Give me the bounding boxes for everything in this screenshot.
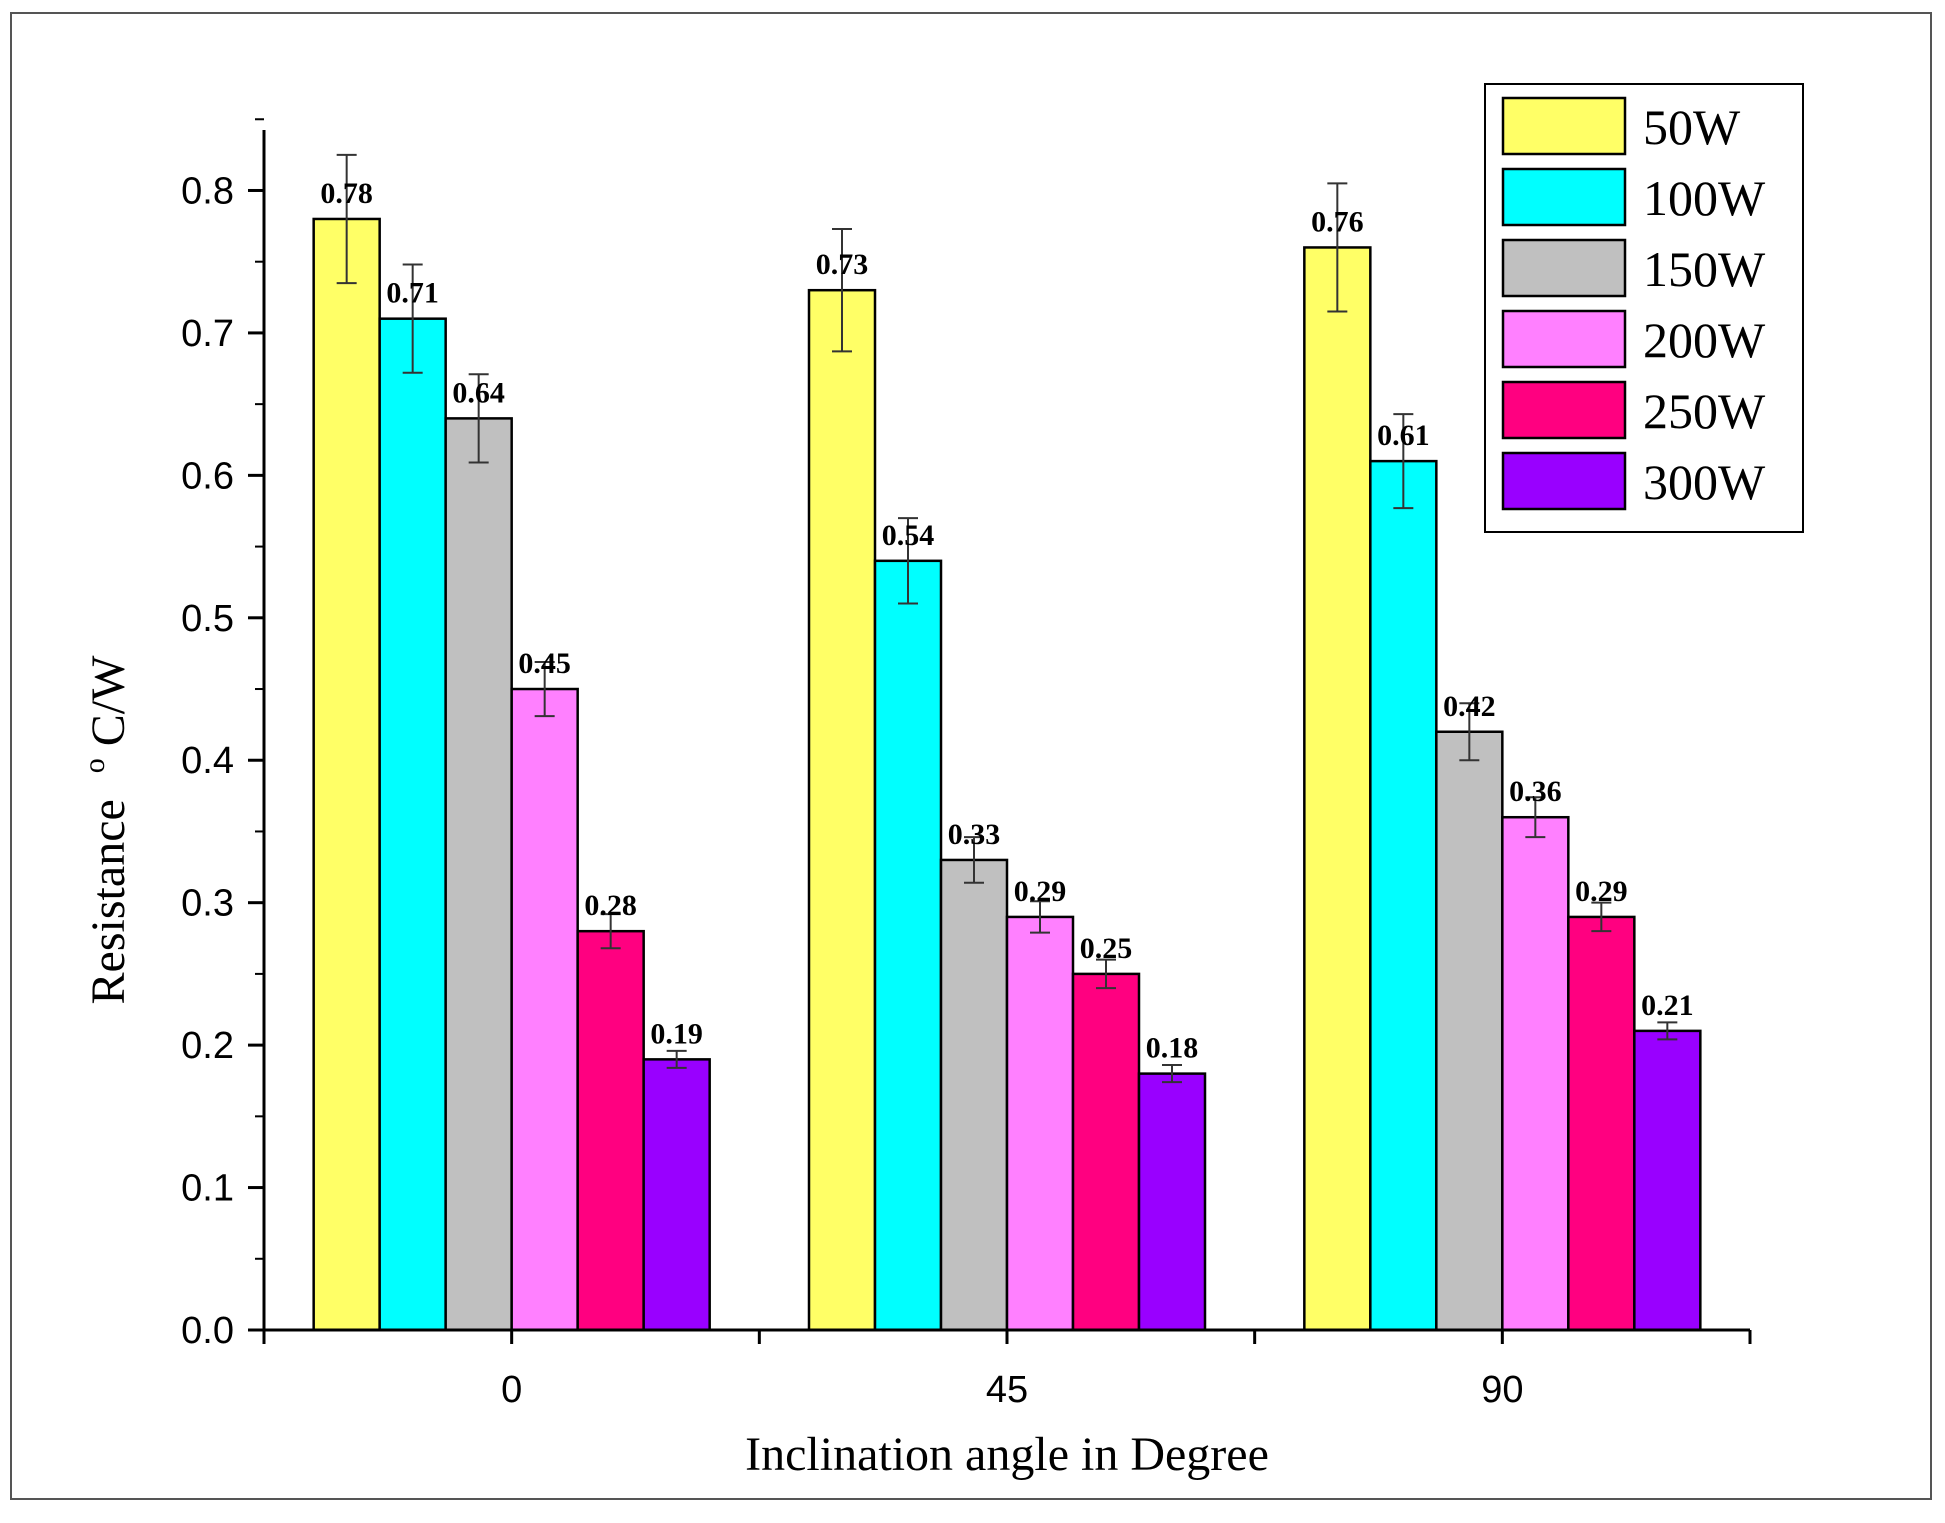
bar-200W-45 — [1005, 915, 1075, 1332]
legend-swatch-50W — [1501, 96, 1627, 156]
legend-label-250W: 250W — [1643, 383, 1766, 439]
data-label: 0.28 — [584, 889, 637, 922]
legend-label-100W: 100W — [1643, 170, 1766, 226]
bar-100W-45 — [873, 559, 943, 1332]
bar-150W-90 — [1435, 730, 1504, 1332]
legend-label-200W: 200W — [1643, 312, 1766, 368]
bar-250W-45 — [1071, 972, 1141, 1332]
y-tick-label: 0.6 — [181, 455, 234, 497]
bar-100W-0 — [378, 317, 447, 1332]
legend-swatch-150W — [1501, 238, 1627, 298]
data-label: 0.33 — [948, 818, 1001, 851]
legend-swatch-250W — [1501, 380, 1627, 440]
y-tick-label: 0.1 — [181, 1168, 234, 1210]
x-axis-title: Inclination angle in Degree — [745, 1428, 1269, 1481]
data-label: 0.19 — [650, 1017, 703, 1050]
y-tick-label: 0.3 — [181, 883, 234, 925]
data-label: 0.18 — [1146, 1032, 1199, 1065]
bar-50W-90 — [1303, 246, 1372, 1332]
bar-100W-90 — [1369, 459, 1438, 1332]
bar-150W-0 — [444, 417, 513, 1332]
y-tick-label: 0.2 — [181, 1025, 234, 1067]
x-tick-label: 45 — [986, 1369, 1028, 1411]
x-tick-label: 0 — [501, 1369, 522, 1411]
y-axis-title: Resistance o C/W — [62, 655, 135, 1005]
legend-label-150W: 150W — [1643, 241, 1766, 297]
data-label: 0.71 — [386, 277, 439, 310]
y-tick-label: 0.0 — [181, 1310, 234, 1352]
legend-swatch-100W — [1501, 167, 1627, 227]
legend-label-300W: 300W — [1643, 454, 1766, 510]
bar-200W-0 — [510, 687, 579, 1332]
legend: 50W 100W 150W 200W 250W 300W — [1484, 83, 1804, 533]
legend-label-50W: 50W — [1643, 99, 1741, 155]
bar-200W-90 — [1501, 815, 1570, 1332]
bar-250W-90 — [1567, 915, 1636, 1332]
bar-300W-0 — [642, 1058, 711, 1332]
y-axis-title-main: Resistance — [82, 799, 135, 1004]
data-label: 0.29 — [1014, 875, 1067, 908]
y-tick-label: 0.4 — [181, 740, 234, 782]
bar-300W-45 — [1137, 1072, 1207, 1332]
data-label: 0.42 — [1443, 690, 1496, 723]
bar-150W-45 — [939, 858, 1009, 1332]
data-label: 0.36 — [1509, 775, 1562, 808]
data-label: 0.54 — [882, 519, 935, 552]
y-tick-label: 0.7 — [181, 313, 234, 355]
x-tick-label: 90 — [1481, 1369, 1523, 1411]
data-label: 0.29 — [1575, 875, 1628, 908]
y-axis-title-unit: C/W — [82, 655, 135, 746]
y-tick-label: 0.8 — [181, 170, 234, 212]
y-axis-title-degree: o — [78, 758, 111, 773]
data-label: 0.78 — [320, 177, 373, 210]
data-label: 0.64 — [452, 376, 505, 409]
bar-250W-0 — [576, 929, 645, 1332]
data-label: 0.21 — [1641, 989, 1694, 1022]
bar-300W-90 — [1633, 1029, 1702, 1332]
bar-50W-0 — [312, 217, 381, 1332]
data-label: 0.73 — [816, 248, 869, 281]
legend-swatch-300W — [1501, 451, 1627, 511]
data-label: 0.76 — [1311, 205, 1364, 238]
data-label: 0.45 — [518, 647, 571, 680]
y-tick-label: 0.5 — [181, 598, 234, 640]
legend-swatch-200W — [1501, 309, 1627, 369]
data-label: 0.25 — [1080, 932, 1133, 965]
data-label: 0.61 — [1377, 419, 1430, 452]
bar-50W-45 — [807, 288, 877, 1332]
